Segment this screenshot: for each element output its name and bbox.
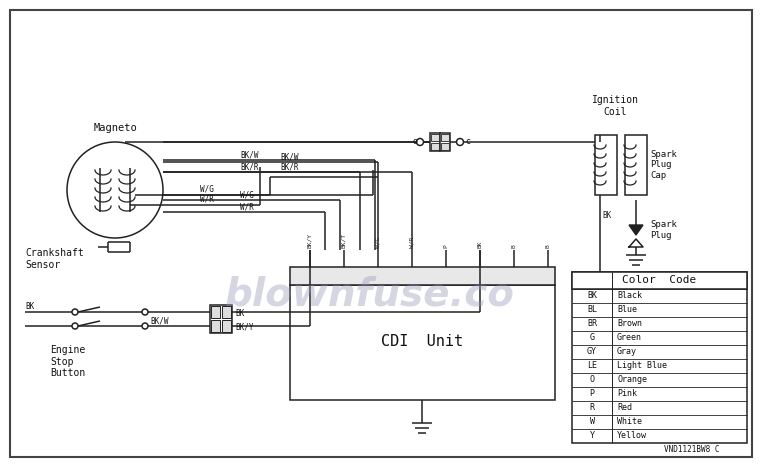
Text: BK: BK — [235, 309, 245, 318]
Text: Y: Y — [590, 432, 594, 440]
Text: W: W — [590, 417, 594, 426]
Text: CDI  Unit: CDI Unit — [381, 334, 463, 349]
Bar — [430, 133, 440, 151]
Bar — [595, 135, 617, 195]
Polygon shape — [629, 225, 643, 235]
Bar — [210, 305, 232, 333]
Text: Color  Code: Color Code — [622, 275, 696, 285]
Text: O: O — [590, 375, 594, 384]
Text: BK/R: BK/R — [280, 162, 299, 171]
Text: Engine
Stop
Button: Engine Stop Button — [50, 345, 85, 378]
Text: Spark
Plug: Spark Plug — [650, 220, 677, 240]
Bar — [572, 272, 747, 443]
Circle shape — [456, 139, 463, 146]
Bar — [290, 285, 555, 400]
Text: Spark
Plug
Cap: Spark Plug Cap — [650, 150, 677, 180]
Text: BK/T: BK/T — [341, 233, 347, 248]
Text: BK/W: BK/W — [150, 316, 168, 325]
Text: Red: Red — [617, 403, 632, 412]
Text: W/G: W/G — [376, 237, 380, 248]
Bar — [431, 143, 439, 150]
Text: BK/R: BK/R — [240, 162, 258, 171]
Text: Light Blue: Light Blue — [617, 361, 667, 370]
Circle shape — [67, 142, 163, 238]
Text: BK/W: BK/W — [280, 152, 299, 161]
Bar — [431, 134, 439, 141]
Text: W/R: W/R — [200, 195, 214, 204]
Bar — [222, 320, 231, 332]
Text: BK: BK — [478, 241, 482, 248]
Text: B: B — [511, 244, 517, 248]
Bar — [222, 306, 231, 318]
Bar — [211, 306, 220, 318]
Text: Magneto: Magneto — [93, 123, 137, 133]
Text: Orange: Orange — [617, 375, 647, 384]
Text: R: R — [590, 403, 594, 412]
Text: BK/Y: BK/Y — [235, 323, 254, 332]
Text: Pink: Pink — [617, 389, 637, 398]
Text: B: B — [546, 244, 550, 248]
Circle shape — [72, 323, 78, 329]
Text: BK: BK — [602, 211, 611, 219]
Text: Green: Green — [617, 333, 642, 342]
Text: VND1121BW8 C: VND1121BW8 C — [664, 445, 720, 454]
Text: Gray: Gray — [617, 347, 637, 356]
Bar — [441, 134, 449, 141]
Circle shape — [72, 309, 78, 315]
Bar — [441, 143, 449, 150]
Circle shape — [417, 139, 424, 146]
Text: P: P — [443, 244, 449, 248]
Text: P: P — [590, 389, 594, 398]
Text: W/G: W/G — [240, 190, 254, 199]
Bar — [211, 320, 220, 332]
Text: o: o — [412, 136, 418, 146]
Text: G: G — [590, 333, 594, 342]
Text: LE: LE — [587, 361, 597, 370]
Circle shape — [142, 309, 148, 315]
Text: Brown: Brown — [617, 319, 642, 328]
Bar — [440, 133, 450, 151]
Text: White: White — [617, 417, 642, 426]
Text: W/G: W/G — [200, 185, 214, 194]
Text: Ignition
Coil: Ignition Coil — [591, 95, 639, 117]
Text: c: c — [465, 136, 470, 146]
Circle shape — [142, 323, 148, 329]
Text: GY: GY — [587, 347, 597, 356]
Text: blownfuse.co: blownfuse.co — [225, 276, 515, 314]
Text: Yellow: Yellow — [617, 432, 647, 440]
Text: BR: BR — [587, 319, 597, 328]
Bar — [572, 272, 747, 289]
Text: BL: BL — [587, 305, 597, 314]
Text: BK/W: BK/W — [240, 150, 258, 159]
Text: Crankshaft
Sensor: Crankshaft Sensor — [25, 248, 84, 269]
Text: Black: Black — [617, 291, 642, 300]
Bar — [625, 135, 647, 195]
Text: BK: BK — [587, 291, 597, 300]
Bar — [290, 267, 555, 285]
Text: W/R: W/R — [409, 237, 415, 248]
Text: Blue: Blue — [617, 305, 637, 314]
Text: BK: BK — [25, 302, 34, 311]
Text: BK/Y: BK/Y — [308, 233, 312, 248]
Text: W/R: W/R — [240, 202, 254, 211]
